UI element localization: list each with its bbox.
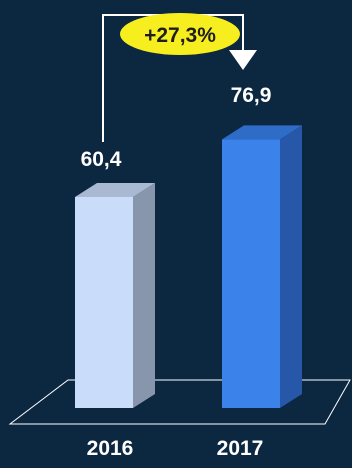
bar-side-2017 [280, 125, 302, 409]
growth-badge [120, 13, 240, 55]
growth-badge-label: +27,3% [144, 24, 216, 47]
bar-top-2017 [222, 125, 302, 140]
category-label-2016: 2016 [87, 437, 134, 460]
growth-arrow-icon [229, 50, 257, 70]
bar-top-2016 [75, 183, 155, 197]
floor-plane [8, 379, 351, 425]
value-label-2017: 76,9 [231, 84, 272, 107]
bar-side-2016 [133, 183, 155, 408]
bar-2017 [222, 139, 280, 409]
bar-2016 [75, 197, 133, 408]
category-label-2017: 2017 [217, 437, 264, 460]
value-label-2016: 60,4 [81, 148, 122, 171]
